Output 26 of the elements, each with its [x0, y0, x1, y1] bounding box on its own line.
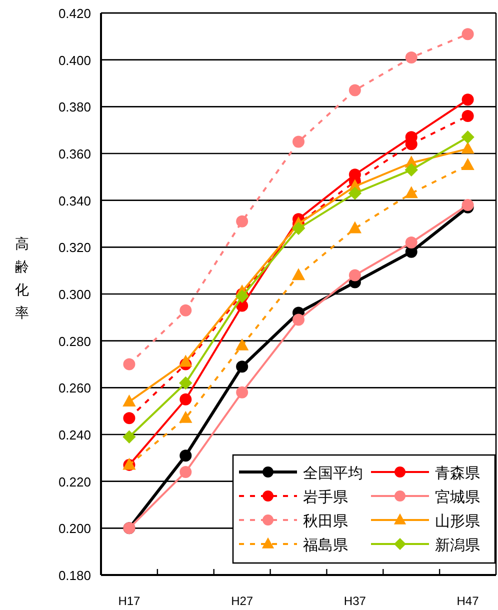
legend-label: 山形県: [435, 513, 480, 530]
legend-label: 全国平均: [303, 465, 363, 482]
y-tick-label: 0.180: [58, 568, 91, 583]
x-tick-label: H47: [456, 594, 480, 608]
x-tick-label: H37: [344, 594, 366, 608]
y-tick-label: 0.340: [58, 193, 91, 208]
legend-label: 新潟県: [435, 537, 480, 554]
y-tick-label: 0.260: [58, 380, 91, 396]
y-tick-label: 0.300: [58, 287, 91, 302]
y-tick-label: 0.400: [58, 52, 91, 68]
legend-label: 青森県: [435, 465, 480, 482]
y-tick-label: 0.240: [58, 428, 91, 442]
x-tick-label: H27: [231, 594, 254, 608]
y-tick-label: 0.420: [58, 6, 91, 21]
y-tick-label: 0.200: [58, 521, 91, 536]
y-tick-label: 0.220: [58, 474, 91, 490]
y-axis-title: 高齢化率: [15, 236, 29, 320]
legend-label: 岩手県: [303, 489, 348, 506]
legend-label: 秋田県: [303, 513, 348, 530]
y-tick-label: 0.360: [58, 146, 91, 162]
legend-label: 宮城県: [435, 489, 480, 506]
x-tick-label: H17: [118, 594, 141, 608]
y-tick-label: 0.320: [58, 240, 91, 256]
legend-label: 福島県: [303, 537, 348, 554]
y-tick-label: 0.280: [58, 334, 91, 349]
y-tick-label: 0.380: [58, 100, 91, 115]
